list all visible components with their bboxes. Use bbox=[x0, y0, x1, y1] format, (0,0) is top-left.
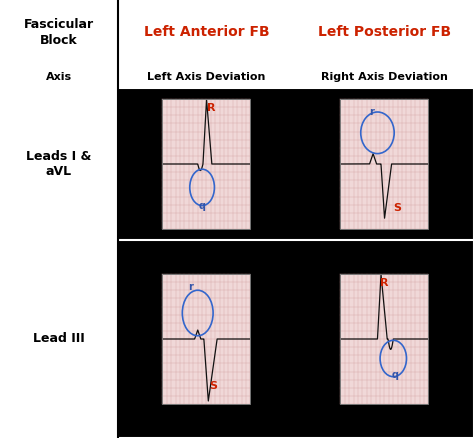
Text: Fascicular
Block: Fascicular Block bbox=[24, 18, 94, 46]
Bar bbox=[163, 274, 250, 404]
Bar bbox=[0, 65, 474, 88]
Text: Left Posterior FB: Left Posterior FB bbox=[318, 25, 451, 39]
Text: S: S bbox=[210, 381, 218, 391]
Text: Leads I &
aVL: Leads I & aVL bbox=[27, 150, 91, 178]
Text: Right Axis Deviation: Right Axis Deviation bbox=[321, 71, 448, 81]
Bar bbox=[340, 99, 428, 229]
Bar bbox=[340, 274, 428, 404]
Text: R: R bbox=[207, 103, 215, 113]
Bar bbox=[0, 0, 474, 65]
Text: Left Axis Deviation: Left Axis Deviation bbox=[147, 71, 266, 81]
Text: Axis: Axis bbox=[46, 71, 72, 81]
Text: q: q bbox=[199, 201, 206, 211]
Text: S: S bbox=[394, 203, 401, 213]
Bar bbox=[340, 99, 428, 229]
Text: q: q bbox=[392, 371, 399, 380]
Bar bbox=[163, 99, 250, 229]
Text: Left Anterior FB: Left Anterior FB bbox=[144, 25, 269, 39]
Text: R: R bbox=[380, 278, 389, 288]
Bar bbox=[340, 274, 428, 404]
Bar bbox=[163, 99, 250, 229]
Text: Lead III: Lead III bbox=[33, 332, 85, 346]
Bar bbox=[0, 0, 118, 438]
Text: r: r bbox=[369, 107, 374, 117]
Text: r: r bbox=[188, 282, 193, 292]
Bar bbox=[163, 274, 250, 404]
